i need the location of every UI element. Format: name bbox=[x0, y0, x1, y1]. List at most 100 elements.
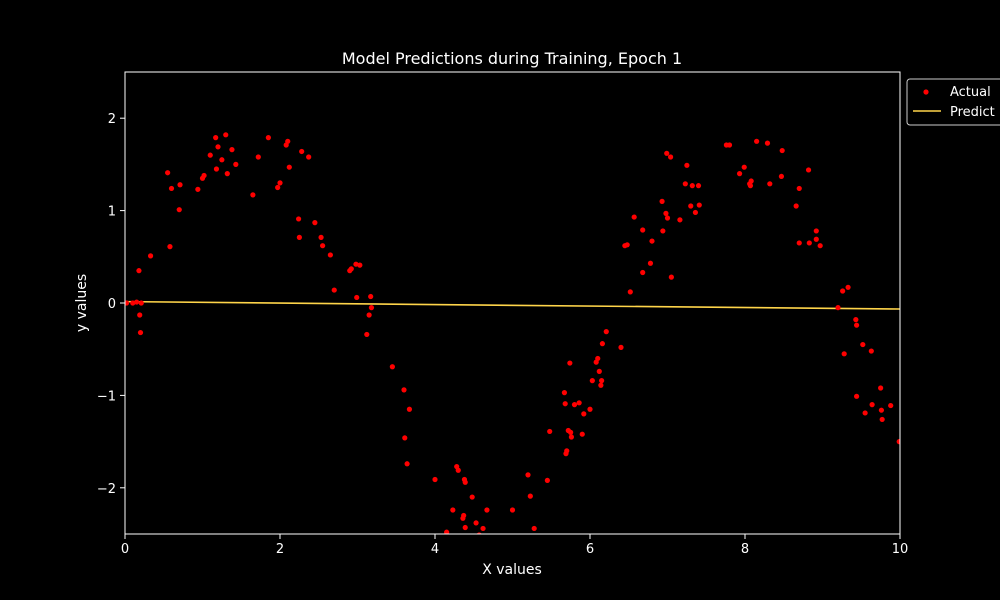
x-tick-label: 4 bbox=[431, 542, 439, 557]
actual-point bbox=[296, 234, 302, 240]
actual-point bbox=[444, 529, 450, 534]
actual-point bbox=[134, 299, 140, 305]
legend-box bbox=[906, 78, 1000, 126]
actual-point bbox=[888, 402, 894, 409]
actual-point bbox=[201, 172, 207, 179]
actual-point bbox=[854, 393, 860, 399]
actual-point bbox=[878, 385, 884, 391]
actual-point bbox=[598, 382, 604, 388]
actual-point bbox=[862, 410, 868, 416]
x-tick-label: 10 bbox=[892, 542, 909, 557]
actual-point bbox=[741, 164, 747, 170]
actual-point bbox=[354, 294, 360, 301]
legend-label-predicted: Predict bbox=[950, 105, 995, 120]
actual-point bbox=[357, 262, 363, 268]
actual-point bbox=[224, 171, 230, 177]
actual-point bbox=[736, 171, 743, 177]
y-tick-label: −1 bbox=[97, 389, 116, 404]
actual-point bbox=[389, 364, 395, 370]
actual-point bbox=[285, 138, 291, 144]
x-tick-label: 2 bbox=[276, 542, 284, 557]
actual-point bbox=[659, 198, 665, 204]
y-axis-ticks: −2 −1 0 1 2 bbox=[97, 112, 125, 497]
x-tick-label: 6 bbox=[586, 542, 594, 557]
actual-point bbox=[682, 181, 688, 187]
actual-point bbox=[587, 406, 593, 412]
actual-point bbox=[176, 207, 182, 213]
y-tick-label: 2 bbox=[108, 112, 116, 127]
actual-point bbox=[215, 144, 221, 150]
actual-point bbox=[461, 512, 467, 519]
actual-point bbox=[647, 260, 654, 266]
actual-point bbox=[748, 178, 754, 184]
actual-point bbox=[840, 288, 846, 294]
actual-point bbox=[455, 467, 461, 473]
actual-point bbox=[318, 234, 324, 240]
actual-point bbox=[596, 368, 602, 374]
actual-point bbox=[331, 287, 337, 293]
actual-point bbox=[817, 243, 823, 249]
actual-point bbox=[432, 476, 438, 483]
chart-title: Model Predictions during Training, Epoch… bbox=[342, 49, 682, 68]
actual-point bbox=[213, 135, 219, 141]
legend: Actual Predict bbox=[906, 78, 1000, 126]
actual-point bbox=[255, 154, 261, 160]
actual-point bbox=[692, 209, 699, 216]
actual-point bbox=[660, 228, 666, 234]
actual-point bbox=[327, 252, 333, 258]
actual-point bbox=[663, 210, 669, 216]
actual-point bbox=[805, 167, 812, 173]
actual-point bbox=[764, 140, 771, 146]
actual-point bbox=[165, 170, 171, 176]
actual-point bbox=[213, 166, 220, 172]
actual-point bbox=[664, 150, 670, 156]
actual-point bbox=[404, 461, 410, 467]
actual-point bbox=[484, 507, 490, 513]
actual-point bbox=[696, 202, 702, 208]
actual-point bbox=[480, 525, 486, 532]
actual-point bbox=[668, 154, 674, 160]
actual-point bbox=[813, 236, 819, 242]
actual-point bbox=[853, 317, 859, 323]
actual-point bbox=[130, 300, 136, 306]
actual-point bbox=[793, 203, 799, 209]
actual-point bbox=[233, 161, 239, 167]
actual-point bbox=[603, 329, 609, 335]
actual-point bbox=[250, 192, 256, 198]
actual-point bbox=[147, 253, 154, 259]
actual-point bbox=[640, 269, 646, 276]
actual-point bbox=[219, 157, 225, 163]
x-axis-label: X values bbox=[482, 562, 542, 578]
actual-point bbox=[366, 312, 372, 318]
actual-point bbox=[631, 214, 637, 220]
actual-point bbox=[664, 215, 671, 221]
actual-point bbox=[845, 284, 851, 290]
actual-point bbox=[576, 400, 582, 406]
actual-point bbox=[627, 289, 633, 295]
actual-point bbox=[177, 182, 183, 188]
actual-point bbox=[568, 434, 575, 440]
actual-point bbox=[747, 183, 754, 189]
actual-point bbox=[649, 238, 655, 244]
actual-point bbox=[138, 300, 144, 306]
actual-point bbox=[568, 429, 574, 435]
actual-point bbox=[754, 138, 760, 144]
actual-point bbox=[599, 378, 605, 384]
legend-marker-actual bbox=[923, 89, 929, 95]
actual-point bbox=[348, 266, 354, 272]
actual-point bbox=[364, 331, 370, 338]
actual-point bbox=[726, 142, 733, 148]
actual-point bbox=[223, 132, 229, 138]
actual-point bbox=[306, 154, 312, 160]
actual-point bbox=[813, 228, 819, 234]
x-tick-label: 0 bbox=[121, 542, 129, 557]
actual-point bbox=[462, 479, 468, 485]
actual-point bbox=[469, 494, 475, 500]
y-tick-label: 1 bbox=[108, 205, 116, 220]
actual-point bbox=[277, 180, 283, 186]
actual-point bbox=[207, 152, 213, 158]
actual-point bbox=[462, 524, 468, 531]
actual-point bbox=[561, 390, 568, 396]
predicted-line bbox=[125, 300, 900, 310]
